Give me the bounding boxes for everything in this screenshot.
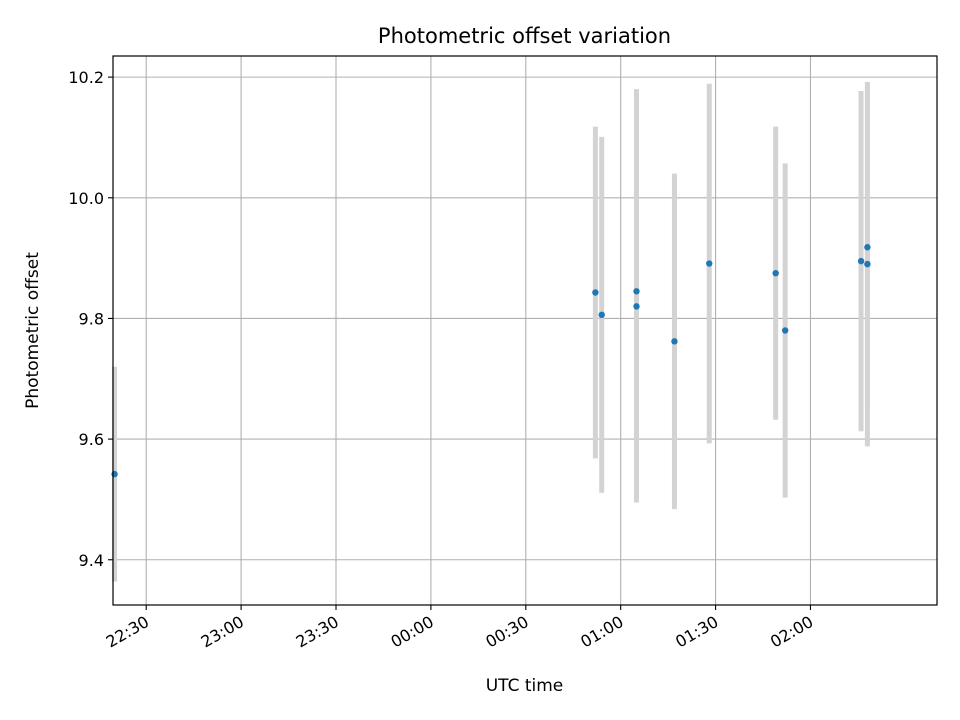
- x-tick-label: 23:00: [198, 612, 247, 652]
- x-tick-label: 02:00: [767, 612, 816, 652]
- data-point: [633, 303, 640, 310]
- y-tick-label: 9.8: [79, 309, 104, 328]
- data-point: [671, 338, 678, 345]
- chart-title: Photometric offset variation: [378, 24, 671, 48]
- x-tick-label: 22:30: [103, 612, 152, 652]
- data-point: [864, 260, 871, 268]
- plot-area-frame: [112, 55, 938, 606]
- data-point: [864, 244, 871, 251]
- tick-layer: 22:30 23:00 23:30 00:00 00:30 01:00 01:30 02:00…: [68, 68, 816, 651]
- y-tick-label: 9.6: [79, 430, 104, 449]
- data-point: [598, 311, 605, 319]
- x-tick-label: 01:30: [672, 612, 721, 652]
- y-tick-label: 10.0: [68, 189, 104, 208]
- data-point: [706, 260, 713, 267]
- y-tick-label: 10.2: [68, 68, 104, 87]
- data-point: [633, 288, 640, 295]
- data-point: [111, 470, 118, 478]
- data-point: [592, 289, 599, 296]
- errorbar-layer: [112, 81, 870, 582]
- point-layer: [111, 244, 871, 478]
- data-point: [857, 257, 865, 265]
- data-point: [781, 327, 789, 334]
- grid-layer: [113, 56, 937, 605]
- y-tick-label: 9.4: [79, 551, 104, 570]
- x-tick-label: 01:00: [577, 612, 626, 652]
- data-point: [772, 269, 779, 277]
- x-tick-label: 00:30: [482, 612, 531, 652]
- y-axis-title: Photometric offset: [23, 252, 43, 409]
- x-tick-label: 00:00: [387, 612, 436, 652]
- x-axis-title: UTC time: [486, 676, 564, 696]
- x-tick-label: 23:30: [293, 612, 342, 652]
